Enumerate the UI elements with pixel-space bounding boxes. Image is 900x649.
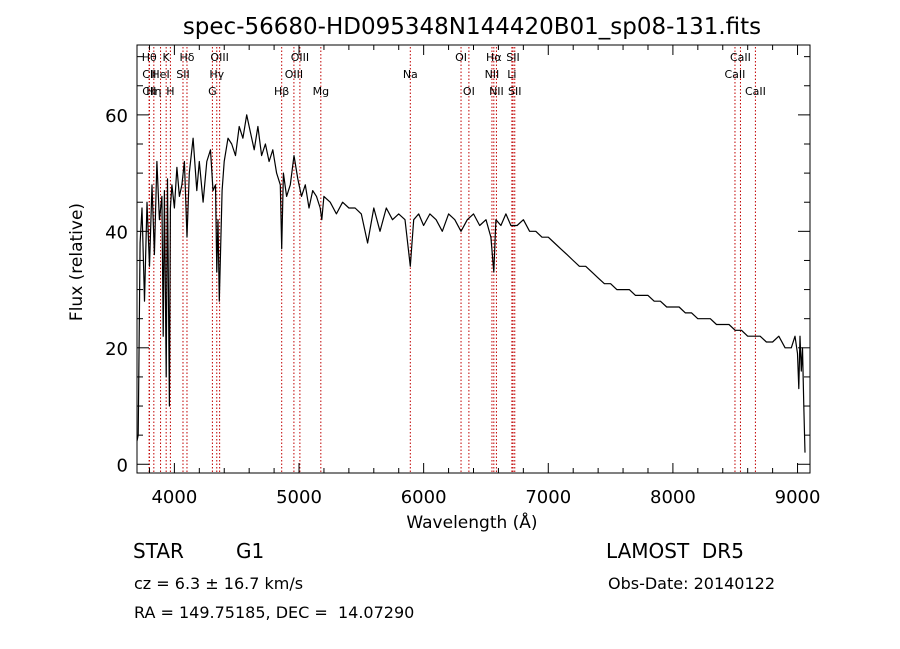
line-marker-label: NII — [485, 68, 500, 81]
y-tick-label: 0 — [117, 455, 128, 476]
line-marker-label: SII — [176, 68, 189, 81]
line-marker-label: H — [166, 85, 174, 98]
line-marker-label: K — [163, 51, 171, 64]
y-axis-ticks: 0 20 40 60 — [105, 56, 810, 476]
redshift-cz: cz = 6.3 ± 16.7 km/s — [134, 574, 304, 593]
y-tick-label: 60 — [105, 106, 128, 127]
line-marker-label: Hβ — [274, 85, 289, 98]
x-axis-label: Wavelength (Å) — [406, 511, 537, 533]
spectral-line-markers — [148, 47, 756, 473]
x-tick-label: 7000 — [525, 487, 571, 508]
line-marker-label: OI — [463, 85, 475, 98]
line-marker-label: OIII — [210, 51, 228, 64]
spectrum-series-line — [136, 114, 806, 453]
y-axis-label: Flux (relative) — [67, 203, 87, 321]
object-class: STAR — [133, 539, 184, 563]
x-tick-label: 4000 — [151, 487, 197, 508]
plot-frame — [136, 44, 811, 474]
x-tick-label: 6000 — [401, 487, 447, 508]
line-marker-label: Na — [403, 68, 418, 81]
survey-release: LAMOST DR5 — [606, 539, 744, 563]
line-marker-label: Li — [507, 68, 516, 81]
y-tick-label: 20 — [105, 339, 128, 360]
line-marker-label: Hγ — [209, 68, 224, 81]
line-marker-label: OIII — [285, 68, 303, 81]
x-axis-ticks: 4000 5000 6000 7000 8000 9000 — [148, 45, 821, 508]
line-marker-label: CaII — [725, 68, 746, 81]
line-marker-label: CII — [142, 68, 156, 81]
line-marker-label: CaII — [730, 51, 751, 64]
line-marker-label: OIII — [291, 51, 309, 64]
line-marker-label: SII — [506, 51, 519, 64]
line-marker-label: G — [208, 85, 217, 98]
observation-date: Obs-Date: 20140122 — [608, 574, 776, 593]
line-marker-label: SII — [508, 85, 521, 98]
line-marker-label: Hα — [486, 51, 502, 64]
chart-title: spec-56680-HD095348N144420B01_sp08-131.f… — [183, 14, 761, 40]
line-marker-label: HeI — [151, 68, 169, 81]
ra-dec-coordinates: RA = 149.75185, DEC = 14.07290 — [134, 603, 415, 622]
x-tick-label: 9000 — [775, 487, 821, 508]
line-marker-label: CII — [142, 85, 156, 98]
line-marker-label: Hδ — [179, 51, 194, 64]
line-marker-label: Hη — [146, 85, 161, 98]
line-marker-label: Mg — [313, 85, 329, 98]
line-marker-label: OI — [455, 51, 467, 64]
x-tick-label: 8000 — [650, 487, 696, 508]
y-tick-label: 40 — [105, 222, 128, 243]
object-subclass: G1 — [236, 539, 265, 563]
line-marker-label: CaII — [745, 85, 766, 98]
line-marker-label: NII — [489, 85, 504, 98]
line-marker-label: Hθ — [142, 51, 157, 64]
x-tick-label: 5000 — [276, 487, 322, 508]
